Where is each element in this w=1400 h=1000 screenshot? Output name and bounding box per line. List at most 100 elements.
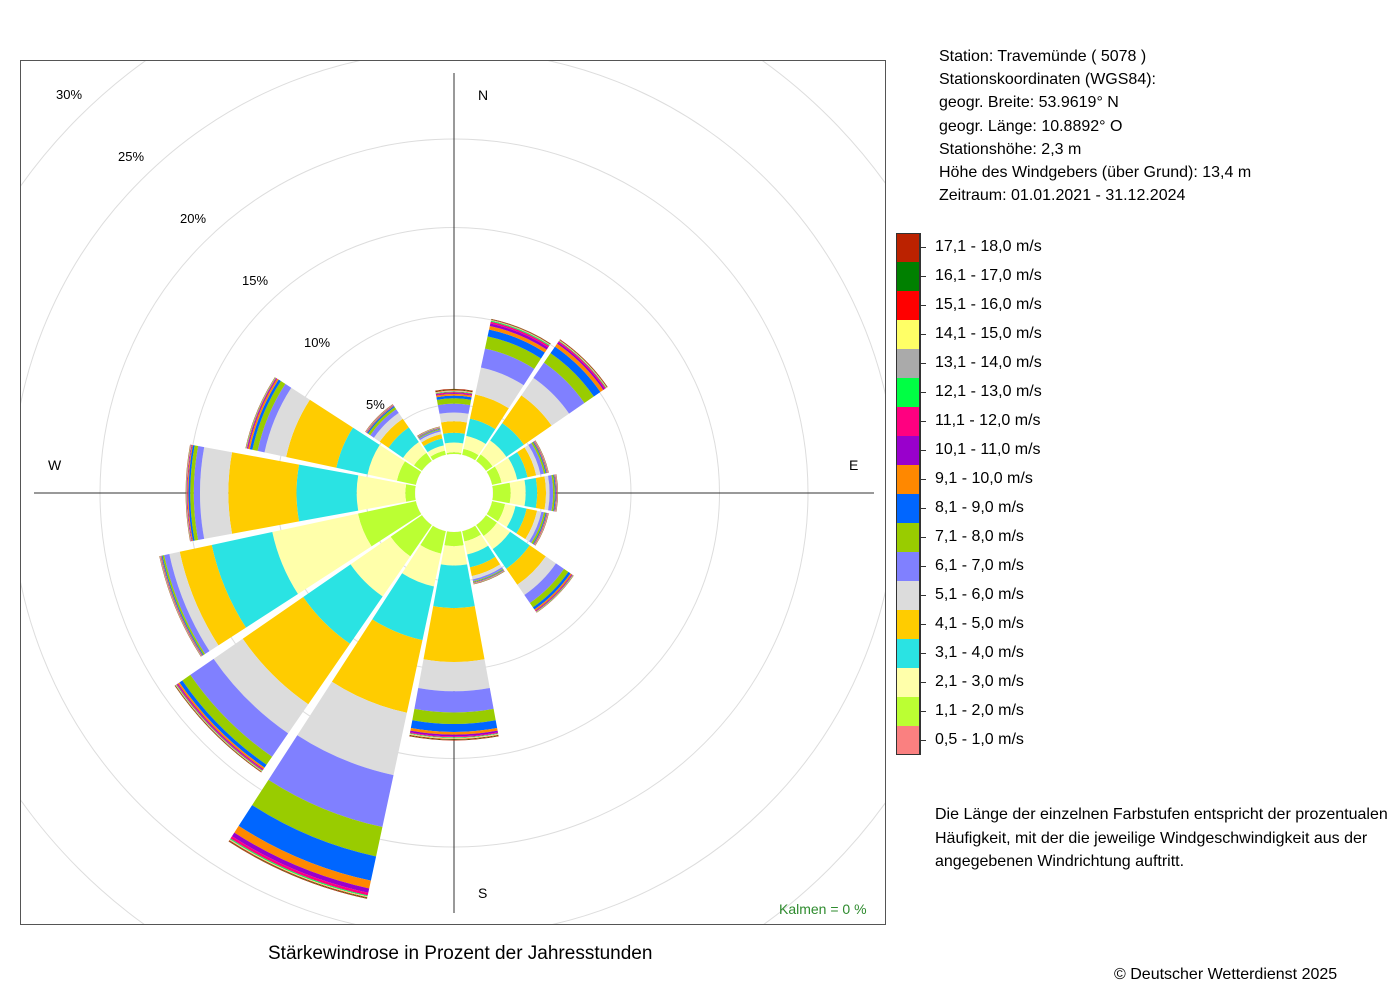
explanation-note: Die Länge der einzelnen Farbstufen entsp…: [935, 806, 1388, 870]
legend-label: 4,1 - 5,0 m/s: [935, 615, 1024, 632]
ring-label-15: 15%: [242, 273, 268, 288]
wedge-se-class-3: [483, 522, 511, 550]
legend-item: 6,1 - 7,0 m/s: [896, 552, 1196, 581]
wedge-e-class-10: [554, 474, 557, 512]
wedge-s-class-5: [423, 606, 485, 663]
wedge-nw-class-9: [367, 406, 395, 434]
wedge-s-class-12: [409, 732, 499, 738]
legend-item: 15,1 - 16,0 m/s: [896, 291, 1196, 320]
copyright-notice: © Deutscher Wetterdienst 2025: [1114, 966, 1338, 983]
legend-item: 17,1 - 18,0 m/s: [896, 233, 1196, 262]
legend-item: 2,1 - 3,0 m/s: [896, 668, 1196, 697]
wedge-ssw-class-3: [402, 545, 442, 587]
wedge-ese-class-9: [532, 512, 547, 545]
wedge-n-class-14: [435, 391, 473, 394]
wedge-s-class-11: [410, 730, 498, 737]
legend-swatch: [896, 697, 920, 726]
legend-tick: [920, 450, 926, 451]
legend-label: 5,1 - 6,0 m/s: [935, 586, 1024, 603]
wedge-sse-class-4: [467, 545, 496, 568]
wedge-n-class-11: [435, 392, 473, 396]
wedge-e-class-5: [535, 476, 547, 510]
wedge-ssw-class-7: [268, 735, 394, 828]
legend-label: 8,1 - 9,0 m/s: [935, 499, 1024, 516]
legend-label: 17,1 - 18,0 m/s: [935, 238, 1042, 255]
wedge-e-class-8: [551, 474, 555, 512]
direction-label-e: E: [849, 457, 858, 473]
wedge-nne-class-5: [469, 394, 509, 430]
wedge-w-class-16: [186, 444, 191, 542]
legend-item: 14,1 - 15,0 m/s: [896, 320, 1196, 349]
wedge-e-class-4: [524, 477, 538, 509]
wedge-wnw-class-8: [252, 380, 286, 451]
anemometer-height: Höhe des Windgebers (über Grund): 13,4 m: [939, 164, 1252, 182]
wedge-nw-class-2: [413, 452, 432, 471]
legend-swatch: [896, 552, 920, 581]
wedge-ese-class-7: [529, 511, 544, 543]
legend-tick: [920, 711, 926, 712]
wedge-sse-class-6: [471, 564, 503, 580]
legend-tick: [920, 334, 926, 335]
wedge-s-class-7: [414, 687, 494, 713]
wedge-w-class-13: [186, 444, 192, 542]
wedge-wnw-class-4: [336, 427, 380, 475]
wedge-ene-class-9: [532, 441, 547, 474]
wedge-wsw-class-5: [179, 544, 246, 646]
wedge-n-class-8: [436, 398, 472, 406]
wedge-w-class-15: [186, 444, 191, 542]
wedge-sse-class-3: [464, 534, 489, 555]
wedge-s-class-10: [410, 728, 498, 735]
wedge-s-class-4: [433, 564, 475, 609]
wedge-ne-class-9: [550, 346, 601, 397]
wedge-wsw-class-6: [169, 551, 219, 652]
ring-label-25: 25%: [118, 149, 144, 164]
wedge-se-class-8: [529, 568, 569, 608]
wedge-wsw-class-3: [272, 513, 372, 594]
wind-rose-chart: 5% 10% 15% 20% 25% 30% N E S W Kalmen = 0 %: [21, 61, 885, 924]
legend-item: 5,1 - 6,0 m/s: [896, 581, 1196, 610]
wedge-wsw-class-2: [357, 501, 422, 547]
legend-swatch: [896, 291, 920, 320]
legend-swatch: [896, 494, 920, 523]
wedge-e-class-16: [555, 474, 558, 512]
legend-label: 2,1 - 3,0 m/s: [935, 673, 1024, 690]
wedge-e-class-13: [555, 474, 558, 512]
wedge-nne-class-8: [484, 336, 542, 369]
wedge-e-class-6: [544, 475, 550, 511]
station-elevation: Stationshöhe: 2,3 m: [939, 140, 1082, 158]
legend-tick: [920, 363, 926, 364]
wedge-sw-class-4: [303, 564, 383, 644]
legend-swatch: [896, 581, 920, 610]
wedge-wsw-class-7: [164, 554, 210, 655]
wedge-n-class-12: [435, 392, 473, 395]
wedge-w-class-5: [228, 452, 300, 534]
wedge-nnw-class-8: [418, 428, 441, 439]
ring-label-20: 20%: [180, 211, 206, 226]
station-latitude: geogr. Breite: 53.9619° N: [939, 94, 1119, 112]
direction-label-n: N: [478, 87, 488, 103]
legend-item: 1,1 - 2,0 m/s: [896, 697, 1196, 726]
wedge-ne-class-4: [490, 423, 524, 457]
wedge-sw-class-8: [182, 674, 273, 765]
legend-item: 13,1 - 14,0 m/s: [896, 349, 1196, 378]
legend-swatch: [896, 233, 920, 262]
wedge-n-class-13: [435, 391, 473, 394]
wedge-s-class-9: [410, 720, 498, 732]
wedge-se-class-7: [524, 563, 564, 603]
wedge-e-class-9: [553, 474, 556, 512]
wedge-se-class-9: [532, 571, 571, 610]
wedge-n-class-6: [439, 412, 469, 423]
wedge-e-class-3: [509, 480, 526, 506]
wedge-sw-class-7: [190, 658, 289, 757]
wedge-ne-class-11: [557, 342, 605, 390]
wedge-s-class-3: [440, 545, 468, 566]
legend-swatch: [896, 262, 920, 291]
center-hole: [415, 454, 493, 532]
wedge-w-class-17: [185, 444, 191, 542]
wedge-n-class-2: [446, 452, 462, 455]
wedge-wnw-class-9: [249, 379, 281, 450]
wedge-nne-class-7: [480, 348, 535, 386]
wedge-w-class-11: [187, 444, 192, 542]
wedge-ene-class-7: [528, 443, 544, 475]
wedge-nw-class-5: [379, 418, 409, 448]
